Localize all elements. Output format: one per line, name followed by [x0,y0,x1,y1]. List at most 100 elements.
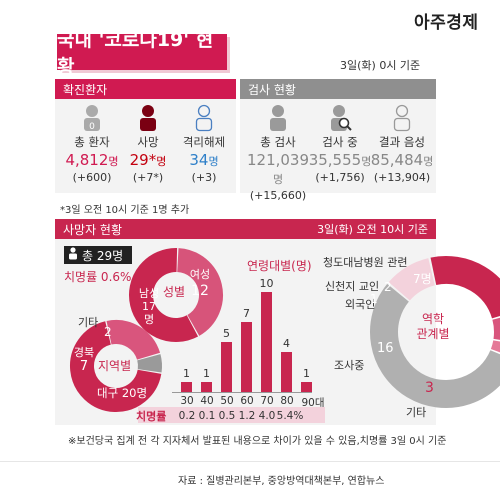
cause-foreigner-value: 1 [370,292,378,306]
age-bar [261,292,272,392]
gender-male-slice [129,248,199,342]
age-bar [301,382,312,392]
stat-change: (+1,756) [315,171,365,184]
cause-foreigner-label: 외국인 [345,298,376,311]
region-daegu-value: 20명 [121,386,148,400]
age-tick-label: 30 [180,395,194,407]
stat-deaths: 사망 29*명 (+7*) [116,104,180,184]
fatality-rate-value: 0.5 [218,410,236,422]
region-other-slice [137,354,162,373]
fatality-rate-row [138,407,325,423]
cause-investigating-slice [370,283,500,408]
age-bar-value: 7 [243,307,250,320]
person-icon [136,104,160,132]
region-gyeongbuk-slice [106,320,161,361]
stat-label: 사망 [137,135,159,149]
fatality-rate-value: 0.1 [198,410,216,422]
region-gyeongbuk-label: 경북 7 [73,346,95,374]
page-title: 국내 '코로나19' 현황 [57,29,227,78]
stat-negative: 결과 음성 85,484명 (+13,904) [370,104,434,184]
age-bar-value: 5 [223,327,230,340]
age-bar [181,382,192,392]
stat-label: 결과 음성 [379,135,425,149]
cause-cheongdo-label: 청도대남병원 관련 [323,256,408,269]
gender-title: 성별 [163,285,186,299]
age-bar [221,342,232,392]
stat-value: 85,484 [370,151,424,169]
cause-shincheonji-value: 2 [384,280,392,294]
region-daegu-slice [70,321,162,412]
cause-investigating-label: 조사중 [334,359,365,372]
stat-total-patients: 0 총 환자 4,812명 (+600) [60,104,124,184]
fatality-rate-value: 4.0 [258,410,276,422]
stat-testing: 검사 중 35,555명 (+1,756) [308,104,372,184]
magnifier-person-icon [328,104,352,132]
female-label: 여성 12 [188,267,212,300]
age-bar-value: 1 [203,367,210,380]
cause-shincheonji-label: 신천지 교인 [325,280,380,293]
deaths-header: 사망자 현황 3일(화) 오전 10시 기준 [55,219,436,239]
age-tick-label: 60 [240,395,254,407]
stat-total-tests: 총 검사 121,039 명 (+15,660) [246,104,310,202]
total-deaths-value: 총 29명 [82,248,124,263]
stat-change: (+3) [191,171,217,184]
stat-value: 35,555 [308,151,362,169]
confirmed-header: 확진환자 [55,79,236,99]
source-credit: 자료 : 질병관리본부, 중앙방역대책본부, 연합뉴스 [178,476,385,487]
cause-investigating-value: 16 [377,341,394,356]
person-outline-icon [390,104,414,132]
svg-text:0: 0 [89,122,95,132]
female-value: 12 [191,283,209,299]
stat-unit: 명 [156,155,167,168]
female-label-text: 여성 [189,268,211,281]
deaths-header-title: 사망자 현황 [63,222,123,237]
fatality-rate-value: 0.2 [178,410,196,422]
region-gyeongbuk-value: 7 [79,359,89,374]
fatality-rate-value: 5.4% [276,410,304,422]
region-gyeongbuk-text: 경북 [73,346,95,359]
cause-center-label: 역학 관계별 [416,312,450,342]
fatality-rate-value: 1.2 [238,410,256,422]
divider [0,461,500,462]
age-bar-value: 1 [303,367,310,380]
stat-value: 34 [189,151,209,169]
person-outline-icon [192,104,216,132]
stat-unit: 명 [208,155,219,168]
cause-other-label: 기타 [406,406,427,419]
age-chart-title: 연령대별(명) [247,259,312,273]
age-tick-label: 40 [200,395,214,407]
age-bar [281,352,292,392]
stat-released: 격리해제 34명 (+3) [172,104,236,184]
stat-label: 검사 중 [322,135,358,149]
stat-value: 4,812 [65,151,109,169]
age-bar-chart: 1 30 1 40 5 50 7 60 10 70 4 80 1 90대 [170,270,324,409]
stat-value: 29* [129,151,157,169]
person-icon: 0 [80,104,104,132]
reference-date: 3일(화) 0시 기준 [340,59,421,72]
stat-change: (+13,904) [373,171,431,184]
confirmed-panel: 확진환자 [55,79,236,193]
stat-change: (+600) [72,171,112,184]
male-label: 남성 17명 [137,287,161,326]
person-icon [266,104,290,132]
stat-change: (+15,660) [249,189,307,202]
age-tick-label: 50 [220,395,234,407]
age-bar [201,382,212,392]
stat-change: (+7*) [132,171,164,184]
cause-cheongdo-value: 7명 [413,272,432,286]
stat-unit: 명 [423,155,434,168]
age-bar-value: 1 [183,367,190,380]
region-other-value: 2 [104,325,112,339]
stat-label: 총 환자 [74,135,110,149]
stat-unit: 명 [361,155,372,168]
fatality-rate-label: 치명률 [136,410,167,423]
deaths-header-date: 3일(화) 오전 10시 기준 [317,223,428,236]
stat-label: 격리해제 [182,135,226,149]
age-bar [241,322,252,392]
age-axis-line [172,392,312,393]
cause-center-line2: 관계별 [416,327,450,341]
region-title: 지역별 [98,359,132,373]
age-tick-label: 80 [280,395,294,407]
age-tick-label: 70 [260,395,274,407]
